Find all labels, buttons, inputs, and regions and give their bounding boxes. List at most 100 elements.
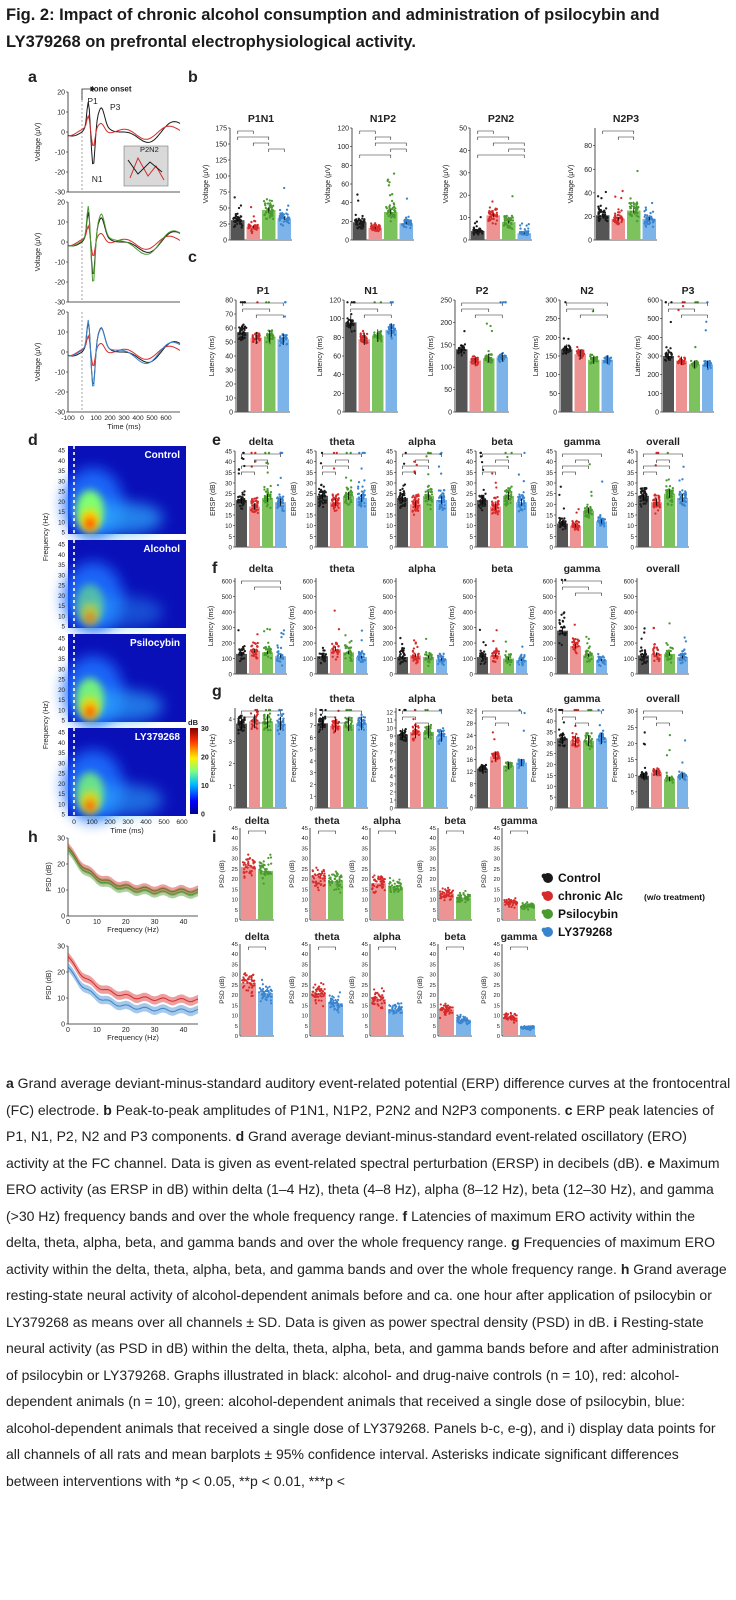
data-point [243, 726, 246, 729]
data-point [525, 224, 528, 227]
y-tick-label: 8 [310, 712, 314, 718]
bar-2 [262, 209, 276, 240]
y-axis-label: Voltage (μV) [325, 165, 332, 204]
data-point [523, 507, 526, 510]
bar-1 [330, 725, 341, 808]
data-point [490, 500, 494, 503]
y-tick-label: 20 [627, 502, 634, 509]
data-point [650, 217, 653, 220]
bar-1 [330, 502, 341, 547]
data-point [398, 494, 402, 497]
chart-title: gamma [564, 563, 601, 575]
data-point [475, 225, 478, 228]
significance-bracket [562, 471, 576, 475]
y-tick-label: 11 [387, 719, 394, 725]
data-point [505, 489, 508, 493]
data-point [404, 660, 407, 663]
y-tick-label: 40 [386, 459, 393, 466]
data-point [323, 649, 326, 652]
significance-bracket [562, 580, 602, 584]
y-axis-label: Latency (ms) [529, 606, 536, 646]
data-point [268, 199, 271, 202]
y-tick-label: 35 [546, 470, 553, 477]
data-point [576, 745, 579, 748]
y-tick-label: 35 [225, 470, 232, 477]
data-point [237, 206, 241, 210]
data-point [425, 455, 428, 458]
data-point [425, 653, 428, 656]
data-point [460, 354, 463, 357]
bar-3 [356, 723, 367, 808]
data-point [441, 661, 444, 664]
data-point [490, 217, 493, 220]
y-tick-label: 5 [631, 790, 635, 796]
data-point [344, 491, 348, 495]
data-point [242, 323, 245, 326]
y-tick-label: 500 [463, 594, 474, 601]
data-point [493, 496, 497, 499]
significance-bracket [482, 465, 509, 469]
data-point [571, 739, 574, 743]
chart-title: beta [491, 563, 513, 575]
y-tick-label: 20 [386, 502, 393, 509]
y-tick-label: 200 [647, 372, 659, 379]
data-point [237, 732, 240, 735]
chart-title: N1P2 [370, 113, 396, 125]
y-tick-label: 35 [627, 470, 634, 477]
significance-bracket [461, 308, 490, 312]
x-tick-label: 200 [104, 415, 116, 422]
data-point [640, 775, 644, 778]
data-point [398, 497, 402, 501]
data-point [601, 732, 605, 736]
data-point [253, 225, 256, 229]
data-point [484, 657, 487, 660]
data-point [576, 351, 579, 354]
data-point [349, 650, 352, 653]
bar-1 [611, 218, 625, 240]
data-point [268, 724, 271, 728]
data-point [635, 201, 639, 204]
data-point [683, 652, 686, 655]
data-point [344, 645, 347, 649]
significance-bracket [402, 471, 416, 475]
data-point [653, 493, 657, 496]
data-point [238, 495, 241, 498]
data-point [278, 219, 281, 222]
y-tick-label: 0 [631, 807, 635, 813]
data-point [237, 332, 241, 336]
y-tick-label: 10 [546, 785, 553, 791]
data-point [669, 347, 672, 350]
y-tick-label: 100 [337, 144, 349, 151]
data-point [267, 641, 270, 644]
data-point [282, 633, 285, 636]
y-tick-label: 5 [550, 534, 554, 541]
data-point [318, 656, 321, 659]
data-point [667, 478, 670, 481]
y-tick-label: 20 [57, 200, 65, 207]
y-tick-label: 40 [225, 459, 232, 466]
data-point [609, 359, 612, 362]
y-tick-label: 10 [546, 523, 553, 530]
data-point [277, 732, 281, 735]
y-axis-label: Frequency (Hz) [43, 701, 50, 749]
data-point [653, 655, 656, 658]
data-point [441, 727, 445, 730]
data-point [439, 495, 442, 498]
data-point [392, 205, 396, 209]
data-point [590, 360, 593, 364]
data-point [319, 725, 322, 729]
data-point [496, 513, 499, 516]
y-tick-label: 40 [341, 200, 349, 207]
data-point [694, 345, 697, 349]
chart-title: P1N1 [248, 113, 274, 125]
data-point [520, 222, 524, 225]
data-point [427, 664, 430, 668]
y-tick-label: 400 [463, 610, 474, 617]
data-point [242, 327, 246, 330]
significance-bracket [242, 308, 271, 312]
data-point [409, 222, 412, 225]
